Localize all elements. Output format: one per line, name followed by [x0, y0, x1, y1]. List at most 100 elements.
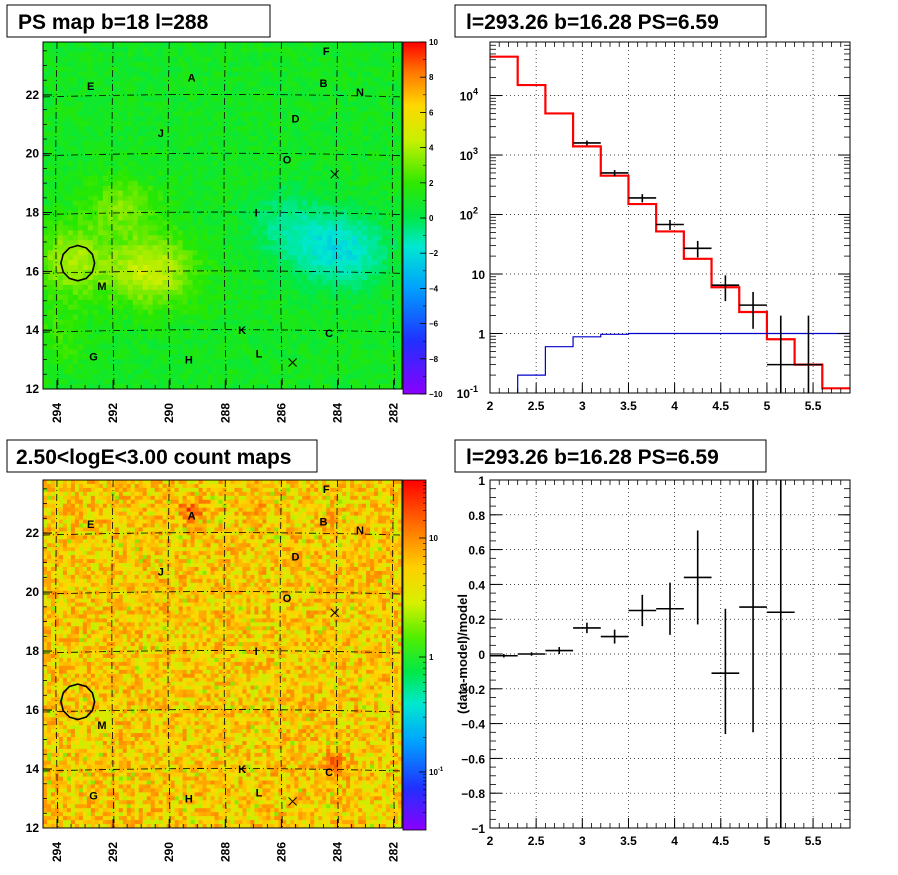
heatmap-cell [122, 324, 129, 330]
heatmap-cell [287, 66, 293, 73]
heatmap-cell [227, 170, 233, 177]
heatmap-cell [282, 205, 288, 211]
heatmap-cell [92, 334, 99, 340]
heatmap-cell [67, 255, 74, 261]
heatmap-cell [307, 61, 313, 68]
heatmap-cell [47, 66, 54, 73]
heatmap-cell [62, 91, 69, 97]
heatmap-cell [362, 265, 368, 271]
heatmap-cell [322, 334, 328, 340]
heatmap-cell [297, 76, 303, 83]
heatmap-cell [177, 334, 184, 340]
heatmap-cell [292, 339, 298, 345]
heatmap-cell [357, 106, 363, 112]
heatmap-cell [82, 279, 89, 286]
heatmap-cell [317, 210, 323, 216]
heatmap-cell [142, 131, 149, 137]
heatmap-cell [357, 131, 363, 137]
heatmap-cell [232, 71, 238, 78]
heatmap-cell [62, 265, 69, 271]
heatmap-cell [182, 274, 188, 281]
heatmap-cell [287, 116, 293, 122]
heatmap-cell [277, 359, 283, 365]
heatmap-cell [272, 42, 278, 48]
heatmap-cell [52, 334, 59, 340]
heatmap-cell [257, 250, 263, 256]
heatmap-cell [307, 344, 313, 350]
heatmap-cell [297, 131, 303, 137]
heatmap-cell [122, 180, 129, 187]
heatmap-cell [147, 101, 154, 107]
heatmap-cell [207, 146, 213, 152]
heatmap-cell [312, 349, 318, 355]
heatmap-cell [237, 76, 243, 83]
heatmap-cell [257, 200, 263, 206]
heatmap-cell [97, 364, 104, 370]
heatmap-cell [352, 81, 358, 88]
heatmap-cell [397, 106, 402, 112]
heatmap-cell [337, 136, 343, 142]
heatmap-cell [142, 349, 149, 355]
heatmap-cell [347, 215, 353, 221]
heatmap-cell [147, 274, 154, 281]
heatmap-cell [67, 61, 74, 68]
heatmap-cell [247, 215, 253, 221]
heatmap-cell [87, 190, 94, 197]
heatmap-cell [142, 106, 149, 112]
heatmap-cell [122, 364, 129, 370]
heatmap-cell [332, 294, 338, 301]
heatmap-cell [212, 245, 218, 251]
heatmap-cell [232, 76, 238, 83]
heatmap-cell [302, 185, 308, 192]
heatmap-cell [212, 309, 218, 316]
heatmap-cell [217, 354, 223, 360]
heatmap-cell [202, 146, 208, 152]
heatmap-cell [152, 185, 159, 192]
heatmap-cell [342, 359, 348, 365]
heatmap-cell [67, 270, 74, 276]
heatmap-cell [247, 235, 253, 241]
heatmap-cell [117, 304, 124, 311]
heatmap-cell [127, 379, 134, 385]
heatmap-cell [177, 304, 184, 311]
heatmap-cell [282, 141, 288, 147]
heatmap-cell [177, 314, 184, 320]
heatmap-cell [382, 255, 388, 261]
heatmap-cell [112, 379, 119, 385]
heatmap-cell [162, 116, 169, 122]
heatmap-cell [347, 141, 353, 147]
heatmap-cell [332, 146, 338, 152]
heatmap-cell [237, 344, 243, 350]
heatmap-cell [122, 225, 129, 231]
heatmap-cell [322, 136, 328, 142]
heatmap-cell [397, 255, 402, 261]
heatmap-cell [302, 46, 308, 53]
heatmap-cell [397, 195, 402, 202]
heatmap-cell [247, 304, 253, 311]
heatmap-cell [87, 136, 94, 142]
heatmap-cell [162, 304, 169, 311]
heatmap-cell [82, 265, 89, 271]
heatmap-cell [67, 156, 74, 162]
heatmap-cell [262, 136, 268, 142]
heatmap-cell [387, 235, 393, 241]
heatmap-cell [177, 170, 184, 177]
heatmap-cell [167, 42, 174, 48]
heatmap-cell [267, 369, 273, 375]
heatmap-cell [102, 121, 109, 127]
heatmap-cell [337, 51, 343, 58]
heatmap-cell [52, 329, 59, 335]
heatmap-cell [127, 121, 134, 127]
heatmap-cell [87, 230, 94, 236]
heatmap-cell [252, 364, 258, 370]
heatmap-cell [377, 42, 383, 48]
heatmap-cell [292, 274, 298, 281]
heatmap-cell [252, 146, 258, 152]
heatmap-cell [122, 91, 129, 97]
heatmap-cell [232, 101, 238, 107]
heatmap-cell [237, 225, 243, 231]
heatmap-cell [47, 359, 54, 365]
heatmap-cell [227, 334, 233, 340]
heatmap-cell [62, 165, 69, 172]
heatmap-cell [187, 299, 193, 306]
